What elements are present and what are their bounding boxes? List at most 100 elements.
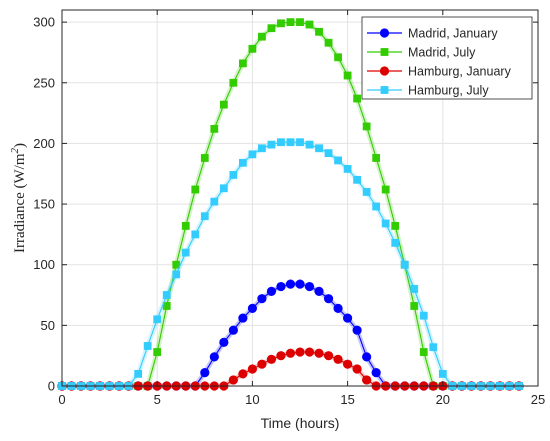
data-point bbox=[419, 348, 428, 356]
data-point bbox=[372, 202, 381, 211]
y-tick-label: 250 bbox=[33, 75, 55, 90]
legend-label: Hamburg, January bbox=[408, 65, 512, 79]
data-point bbox=[257, 294, 267, 304]
data-point bbox=[172, 270, 181, 279]
legend-label: Madrid, July bbox=[408, 46, 476, 60]
data-point bbox=[343, 313, 353, 323]
data-point bbox=[381, 185, 390, 194]
data-point bbox=[143, 342, 152, 350]
data-point bbox=[191, 230, 200, 239]
data-point bbox=[229, 78, 238, 87]
y-tick-label: 200 bbox=[33, 136, 55, 151]
data-point bbox=[162, 291, 171, 299]
data-point bbox=[277, 19, 285, 28]
data-point bbox=[323, 351, 334, 361]
data-point bbox=[410, 285, 419, 293]
x-tick-label: 20 bbox=[436, 392, 450, 407]
data-point bbox=[238, 158, 247, 167]
legend-marker bbox=[380, 86, 389, 94]
data-point bbox=[200, 368, 210, 378]
data-point bbox=[315, 144, 323, 153]
data-point bbox=[304, 281, 315, 292]
data-point bbox=[285, 348, 296, 358]
data-point bbox=[343, 71, 352, 80]
data-point bbox=[353, 175, 362, 184]
data-point bbox=[304, 347, 315, 357]
data-point bbox=[285, 279, 296, 289]
data-point bbox=[295, 347, 305, 357]
data-point bbox=[172, 260, 181, 269]
data-point bbox=[305, 20, 314, 29]
data-point bbox=[334, 156, 342, 165]
data-point bbox=[429, 343, 438, 352]
legend-item: Hamburg, January bbox=[367, 65, 512, 79]
data-point bbox=[191, 185, 200, 194]
data-point bbox=[295, 279, 305, 289]
data-point bbox=[134, 369, 143, 378]
y-axis-title-sup: 2 bbox=[9, 147, 21, 153]
data-point bbox=[277, 138, 285, 147]
data-point bbox=[219, 337, 229, 347]
y-axis-title-main: Irradiance (W/m bbox=[12, 153, 28, 253]
data-point bbox=[181, 221, 190, 230]
data-point bbox=[314, 348, 324, 358]
data-point bbox=[238, 313, 248, 323]
legend-label: Madrid, January bbox=[408, 27, 498, 41]
data-point bbox=[391, 221, 400, 230]
data-point bbox=[400, 260, 409, 269]
data-point bbox=[153, 348, 162, 356]
data-point bbox=[410, 302, 419, 310]
data-point bbox=[334, 53, 342, 62]
data-point bbox=[391, 238, 400, 247]
data-point bbox=[343, 164, 352, 173]
data-point bbox=[276, 281, 286, 292]
x-tick-label: 5 bbox=[154, 392, 161, 407]
data-point bbox=[352, 325, 362, 335]
data-point bbox=[219, 100, 228, 109]
data-point bbox=[228, 375, 238, 385]
data-point bbox=[371, 368, 381, 378]
data-point bbox=[381, 219, 390, 228]
data-point bbox=[266, 286, 277, 296]
data-point bbox=[419, 311, 428, 320]
legend-box bbox=[361, 16, 533, 100]
data-point bbox=[343, 359, 353, 369]
data-point bbox=[238, 369, 248, 379]
data-point bbox=[257, 359, 267, 369]
data-point bbox=[162, 302, 171, 310]
x-tick-label: 10 bbox=[245, 392, 259, 407]
y-tick-label: 150 bbox=[33, 197, 55, 212]
y-tick-label: 50 bbox=[41, 318, 55, 333]
data-point bbox=[267, 140, 276, 149]
data-point bbox=[323, 294, 334, 304]
data-point bbox=[352, 364, 362, 374]
x-tick-label: 0 bbox=[58, 392, 65, 407]
data-point bbox=[219, 184, 228, 193]
data-point bbox=[362, 122, 371, 131]
data-point bbox=[305, 140, 314, 149]
data-point bbox=[228, 325, 238, 335]
y-axis-title: Irradiance (W/m2) bbox=[9, 143, 28, 253]
y-tick-label: 100 bbox=[33, 257, 55, 272]
y-axis-title-close: ) bbox=[12, 143, 28, 148]
data-point bbox=[258, 32, 266, 41]
data-point bbox=[229, 171, 238, 179]
y-tick-label: 0 bbox=[48, 379, 55, 394]
legend-marker bbox=[379, 66, 390, 76]
data-point bbox=[258, 144, 266, 153]
data-point bbox=[296, 138, 304, 147]
data-point bbox=[333, 303, 343, 313]
data-point bbox=[247, 303, 257, 313]
data-point bbox=[200, 212, 209, 221]
data-point bbox=[276, 351, 286, 361]
legend: Madrid, January Madrid, July Hamburg, Janu… bbox=[361, 16, 533, 100]
data-point bbox=[267, 24, 276, 33]
data-point bbox=[362, 188, 371, 196]
data-point bbox=[247, 364, 257, 374]
data-point bbox=[210, 197, 219, 206]
data-point bbox=[362, 352, 372, 362]
x-tick-label: 15 bbox=[340, 392, 354, 407]
data-point bbox=[333, 354, 343, 364]
data-point bbox=[362, 375, 372, 385]
